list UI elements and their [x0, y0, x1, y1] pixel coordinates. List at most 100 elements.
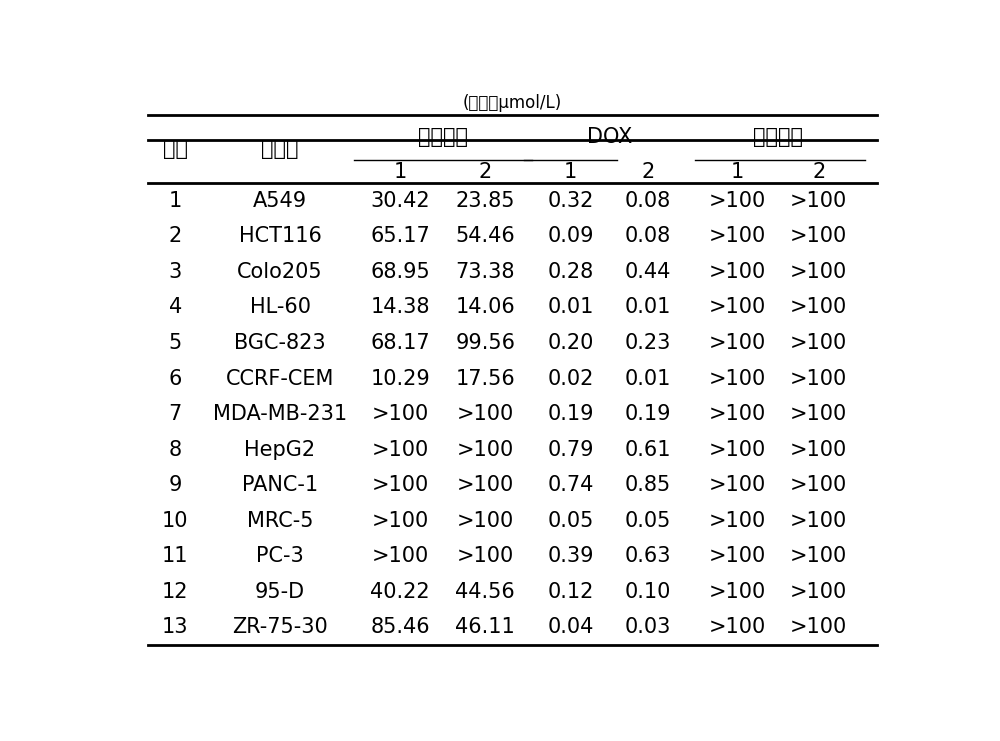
Text: 0.01: 0.01	[547, 297, 594, 317]
Text: 1: 1	[169, 191, 182, 211]
Text: 0.44: 0.44	[625, 262, 671, 282]
Text: >100: >100	[790, 404, 847, 424]
Text: DOX: DOX	[587, 127, 632, 147]
Text: >100: >100	[457, 546, 514, 566]
Text: >100: >100	[709, 546, 766, 566]
Text: 曲扎荓苷: 曲扎荓苷	[418, 127, 468, 147]
Text: 2: 2	[169, 227, 182, 247]
Text: >100: >100	[790, 582, 847, 602]
Text: >100: >100	[709, 227, 766, 247]
Text: >100: >100	[709, 511, 766, 531]
Text: >100: >100	[790, 191, 847, 211]
Text: >100: >100	[372, 475, 429, 495]
Text: PANC-1: PANC-1	[242, 475, 318, 495]
Text: HL-60: HL-60	[250, 297, 310, 317]
Text: >100: >100	[709, 297, 766, 317]
Text: 68.17: 68.17	[370, 333, 430, 353]
Text: 14.38: 14.38	[370, 297, 430, 317]
Text: BGC-823: BGC-823	[234, 333, 326, 353]
Text: 0.03: 0.03	[625, 617, 671, 637]
Text: 0.79: 0.79	[547, 439, 594, 459]
Text: 1: 1	[394, 162, 407, 182]
Text: >100: >100	[790, 368, 847, 388]
Text: 0.05: 0.05	[625, 511, 671, 531]
Text: 0.10: 0.10	[625, 582, 671, 602]
Text: HCT116: HCT116	[239, 227, 321, 247]
Text: >100: >100	[457, 404, 514, 424]
Text: 0.09: 0.09	[547, 227, 594, 247]
Text: 0.32: 0.32	[547, 191, 594, 211]
Text: >100: >100	[790, 617, 847, 637]
Text: 0.20: 0.20	[547, 333, 594, 353]
Text: >100: >100	[709, 191, 766, 211]
Text: >100: >100	[457, 439, 514, 459]
Text: 54.46: 54.46	[456, 227, 515, 247]
Text: 85.46: 85.46	[370, 617, 430, 637]
Text: >100: >100	[790, 546, 847, 566]
Text: 0.02: 0.02	[547, 368, 594, 388]
Text: 40.22: 40.22	[370, 582, 430, 602]
Text: 0.12: 0.12	[547, 582, 594, 602]
Text: 4: 4	[169, 297, 182, 317]
Text: >100: >100	[457, 511, 514, 531]
Text: 46.11: 46.11	[456, 617, 515, 637]
Text: >100: >100	[709, 439, 766, 459]
Text: A549: A549	[253, 191, 307, 211]
Text: 10: 10	[162, 511, 189, 531]
Text: 0.08: 0.08	[625, 227, 671, 247]
Text: 9: 9	[169, 475, 182, 495]
Text: 溶剂辅料: 溶剂辅料	[753, 127, 803, 147]
Text: >100: >100	[709, 404, 766, 424]
Text: MRC-5: MRC-5	[247, 511, 313, 531]
Text: >100: >100	[709, 262, 766, 282]
Text: >100: >100	[790, 297, 847, 317]
Text: >100: >100	[372, 439, 429, 459]
Text: 2: 2	[479, 162, 492, 182]
Text: >100: >100	[790, 439, 847, 459]
Text: 65.17: 65.17	[370, 227, 430, 247]
Text: 0.23: 0.23	[625, 333, 671, 353]
Text: 0.28: 0.28	[548, 262, 594, 282]
Text: 1: 1	[731, 162, 744, 182]
Text: MDA-MB-231: MDA-MB-231	[213, 404, 347, 424]
Text: 99.56: 99.56	[455, 333, 515, 353]
Text: PC-3: PC-3	[256, 546, 304, 566]
Text: 8: 8	[169, 439, 182, 459]
Text: 7: 7	[169, 404, 182, 424]
Text: >100: >100	[790, 475, 847, 495]
Text: 17.56: 17.56	[456, 368, 515, 388]
Text: 10.29: 10.29	[370, 368, 430, 388]
Text: 95-D: 95-D	[255, 582, 305, 602]
Text: >100: >100	[709, 333, 766, 353]
Text: 0.39: 0.39	[547, 546, 594, 566]
Text: 0.01: 0.01	[625, 368, 671, 388]
Text: >100: >100	[790, 227, 847, 247]
Text: 68.95: 68.95	[370, 262, 430, 282]
Text: 0.74: 0.74	[547, 475, 594, 495]
Text: Colo205: Colo205	[237, 262, 323, 282]
Text: 6: 6	[169, 368, 182, 388]
Text: 0.01: 0.01	[625, 297, 671, 317]
Text: 30.42: 30.42	[370, 191, 430, 211]
Text: >100: >100	[709, 368, 766, 388]
Text: 0.04: 0.04	[547, 617, 594, 637]
Text: >100: >100	[790, 262, 847, 282]
Text: 0.05: 0.05	[547, 511, 594, 531]
Text: >100: >100	[790, 511, 847, 531]
Text: 0.63: 0.63	[625, 546, 671, 566]
Text: 12: 12	[162, 582, 189, 602]
Text: 0.85: 0.85	[625, 475, 671, 495]
Text: >100: >100	[709, 617, 766, 637]
Text: >100: >100	[457, 475, 514, 495]
Text: 44.56: 44.56	[456, 582, 515, 602]
Text: 5: 5	[169, 333, 182, 353]
Text: >100: >100	[372, 404, 429, 424]
Text: 0.61: 0.61	[625, 439, 671, 459]
Text: >100: >100	[709, 475, 766, 495]
Text: 1: 1	[564, 162, 577, 182]
Text: 0.19: 0.19	[547, 404, 594, 424]
Text: 14.06: 14.06	[456, 297, 515, 317]
Text: HepG2: HepG2	[244, 439, 316, 459]
Text: 0.08: 0.08	[625, 191, 671, 211]
Text: >100: >100	[709, 582, 766, 602]
